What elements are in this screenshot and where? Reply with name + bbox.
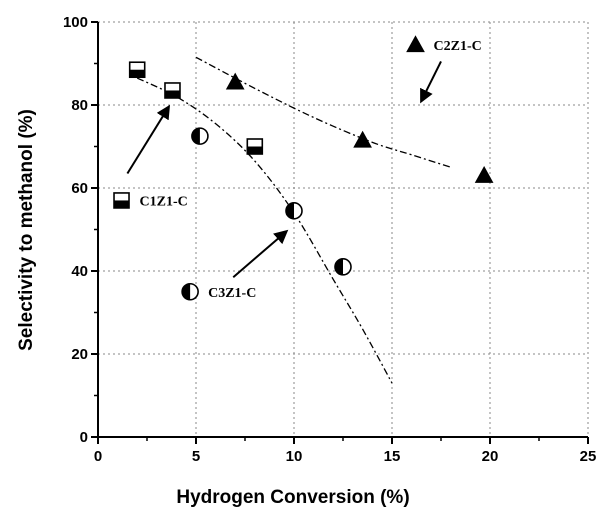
trend-line — [195, 56, 451, 168]
x-axis-title: Hydrogen Conversion (%) — [176, 487, 409, 508]
y-tick-label: 0 — [80, 429, 88, 446]
data-point — [191, 127, 209, 145]
data-point — [474, 166, 494, 183]
grid — [98, 21, 589, 437]
annotation-arrows — [126, 60, 442, 278]
trend-line — [136, 77, 393, 384]
data-point — [246, 138, 264, 155]
marker-shape — [353, 130, 372, 148]
data-point — [334, 258, 352, 276]
x-tick-label: 5 — [192, 448, 200, 465]
legend-marker — [181, 282, 199, 301]
data-point — [225, 72, 245, 90]
y-tick-label: 60 — [71, 180, 88, 197]
data-point — [285, 202, 303, 220]
legend-label: C1Z1-C — [140, 194, 188, 209]
marker-fill — [114, 200, 130, 208]
marker-fill — [286, 202, 294, 219]
x-tick-label: 0 — [94, 448, 102, 465]
x-tick-label: 10 — [286, 448, 303, 465]
annotation-arrow — [126, 104, 171, 175]
marker-fill — [191, 128, 200, 145]
data-point — [353, 130, 372, 148]
annotation-arrow — [420, 60, 442, 104]
y-tick-label: 40 — [71, 263, 88, 280]
marker-shape — [406, 35, 425, 53]
legend-marker — [406, 35, 425, 53]
marker-shape — [474, 166, 494, 183]
marker-fill — [335, 258, 343, 275]
marker-fill — [247, 146, 263, 154]
data-point — [164, 82, 181, 99]
inline-legend: C1Z1-C C2Z1-C C3Z1-C — [113, 35, 482, 301]
ticks: 0 5 10 15 20 25 0 20 40 60 80 100 — [63, 14, 596, 465]
marker-shape — [225, 72, 245, 90]
annotation-arrow — [232, 229, 289, 278]
data-point — [128, 61, 146, 79]
marker-fill — [164, 90, 180, 98]
x-tick-label: 25 — [580, 448, 597, 465]
marker-fill — [129, 69, 145, 78]
x-tick-label: 15 — [384, 448, 401, 465]
x-tick-label: 20 — [482, 448, 499, 465]
y-tick-label: 20 — [71, 346, 88, 363]
trend-lines — [136, 56, 451, 384]
y-axis-title: Selectivity to methanol (%) — [16, 109, 37, 351]
marker-fill — [182, 283, 191, 300]
y-tick-label: 80 — [71, 97, 88, 114]
legend-label: C2Z1-C — [434, 39, 482, 54]
legend-label: C3Z1-C — [208, 286, 256, 301]
legend-marker — [113, 192, 130, 209]
y-tick-label: 100 — [63, 14, 88, 31]
data-points — [128, 61, 494, 276]
